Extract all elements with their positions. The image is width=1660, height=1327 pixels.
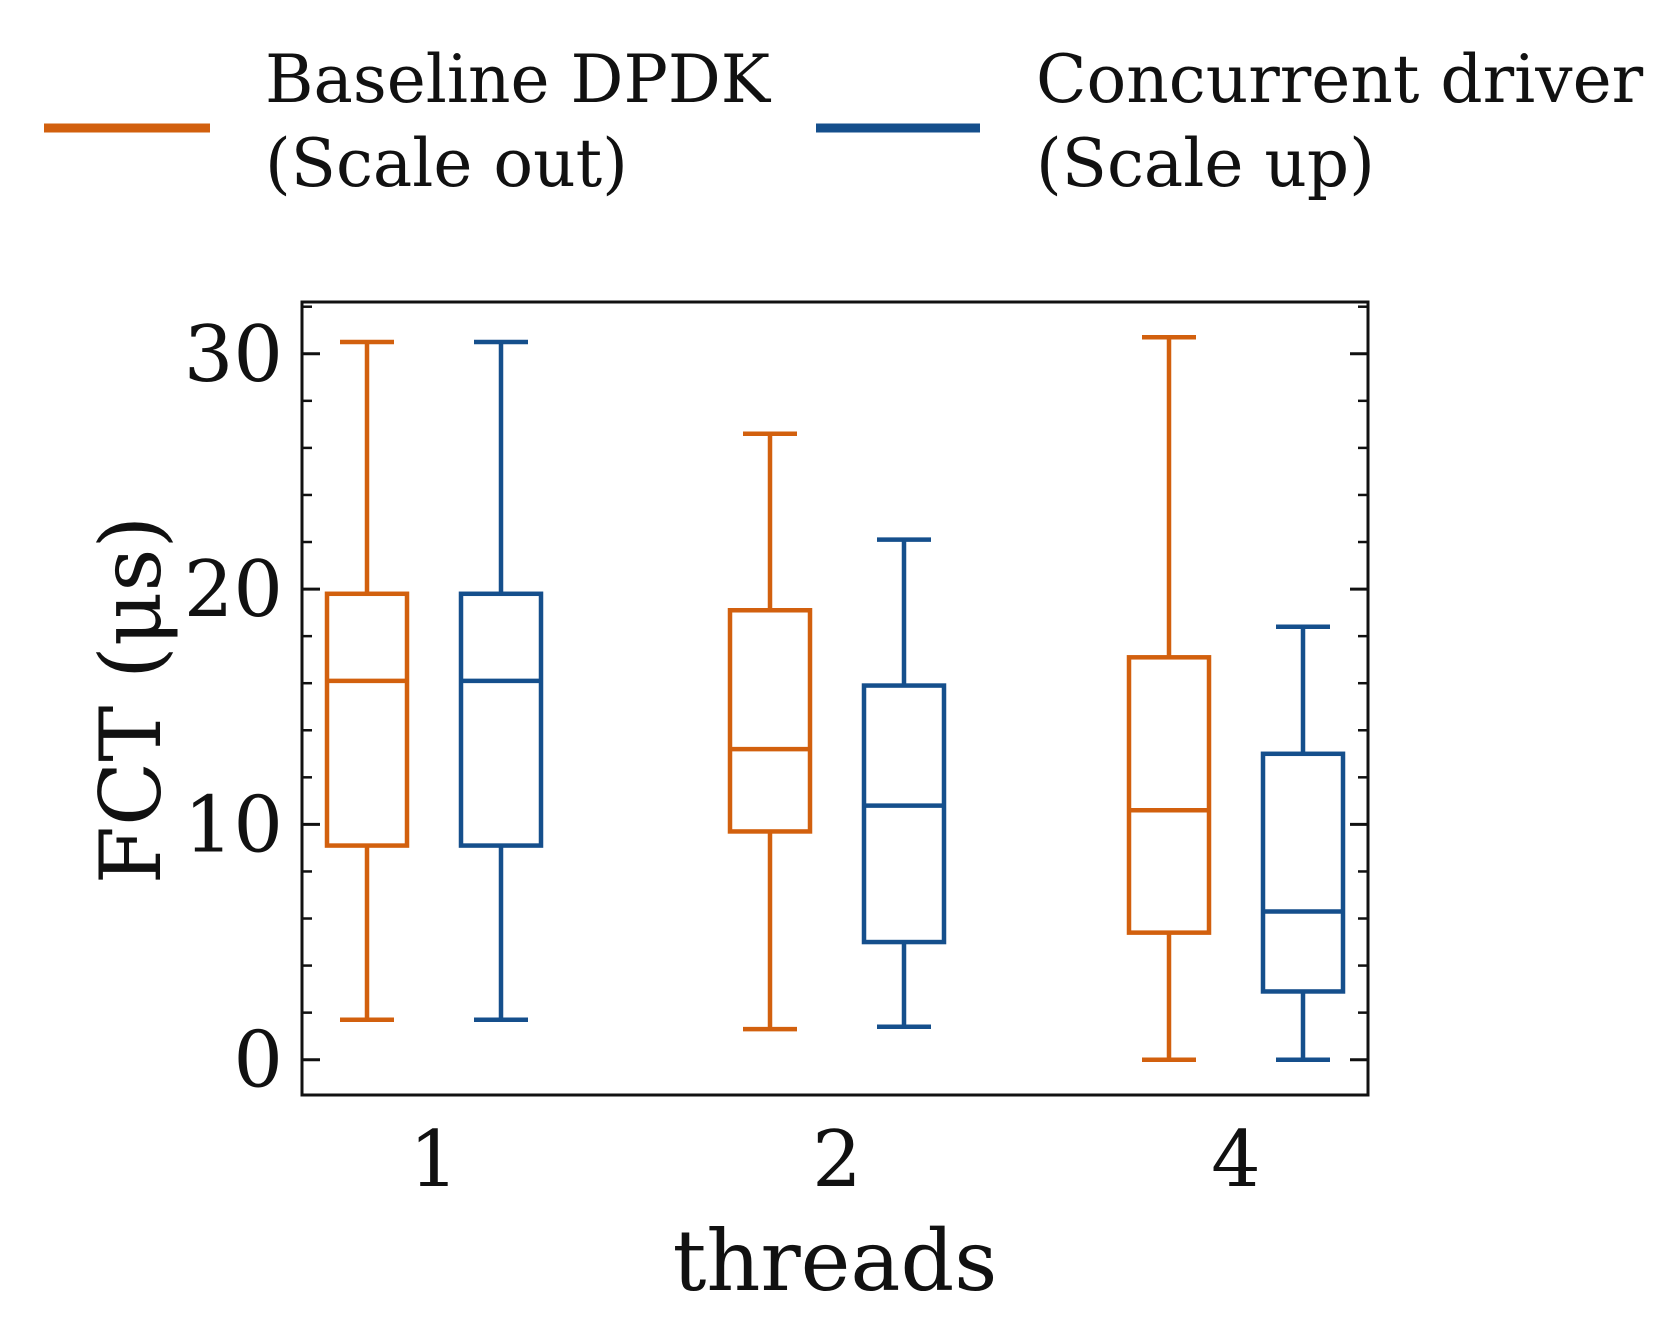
x-tick-labels: 1 2 4 xyxy=(409,1115,1261,1205)
iqr-box xyxy=(861,683,947,945)
box-baseline-threads-2 xyxy=(727,431,813,1032)
legend: Baseline DPDK (Scale out) Concurrent dri… xyxy=(44,41,1644,202)
y-tick-labels: 0 10 20 30 xyxy=(184,310,283,1106)
iqr-box xyxy=(1260,751,1346,994)
y-tick-label-30: 30 xyxy=(184,310,283,400)
plot-frame xyxy=(300,300,1370,1097)
iqr-box xyxy=(1126,655,1212,935)
iqr-box xyxy=(727,608,813,834)
box-concurrent-threads-1 xyxy=(458,339,544,1022)
legend-label-baseline-line1: Baseline DPDK xyxy=(265,41,772,118)
x-tick-label-2: 2 xyxy=(812,1115,862,1205)
legend-label-concurrent-line1: Concurrent driver xyxy=(1036,41,1644,118)
legend-label-baseline-line2: (Scale out) xyxy=(265,125,628,202)
box-concurrent-threads-4 xyxy=(1260,624,1346,1062)
x-tick-label-1: 1 xyxy=(409,1115,459,1205)
x-axis-title: threads xyxy=(673,1212,998,1310)
box-groups xyxy=(324,335,1346,1062)
axis-ticks xyxy=(302,305,1368,1062)
iqr-box xyxy=(324,591,410,848)
iqr-box xyxy=(458,591,544,848)
box-baseline-threads-1 xyxy=(324,339,410,1022)
y-tick-label-20: 20 xyxy=(184,545,283,635)
y-axis-title: FCT (μs) xyxy=(82,516,180,885)
y-tick-label-0: 0 xyxy=(233,1016,283,1106)
box-concurrent-threads-2 xyxy=(861,537,947,1030)
x-tick-label-4: 4 xyxy=(1211,1115,1261,1205)
box-baseline-threads-4 xyxy=(1126,335,1212,1062)
legend-label-concurrent-line2: (Scale up) xyxy=(1036,125,1375,202)
y-tick-label-10: 10 xyxy=(184,780,283,870)
